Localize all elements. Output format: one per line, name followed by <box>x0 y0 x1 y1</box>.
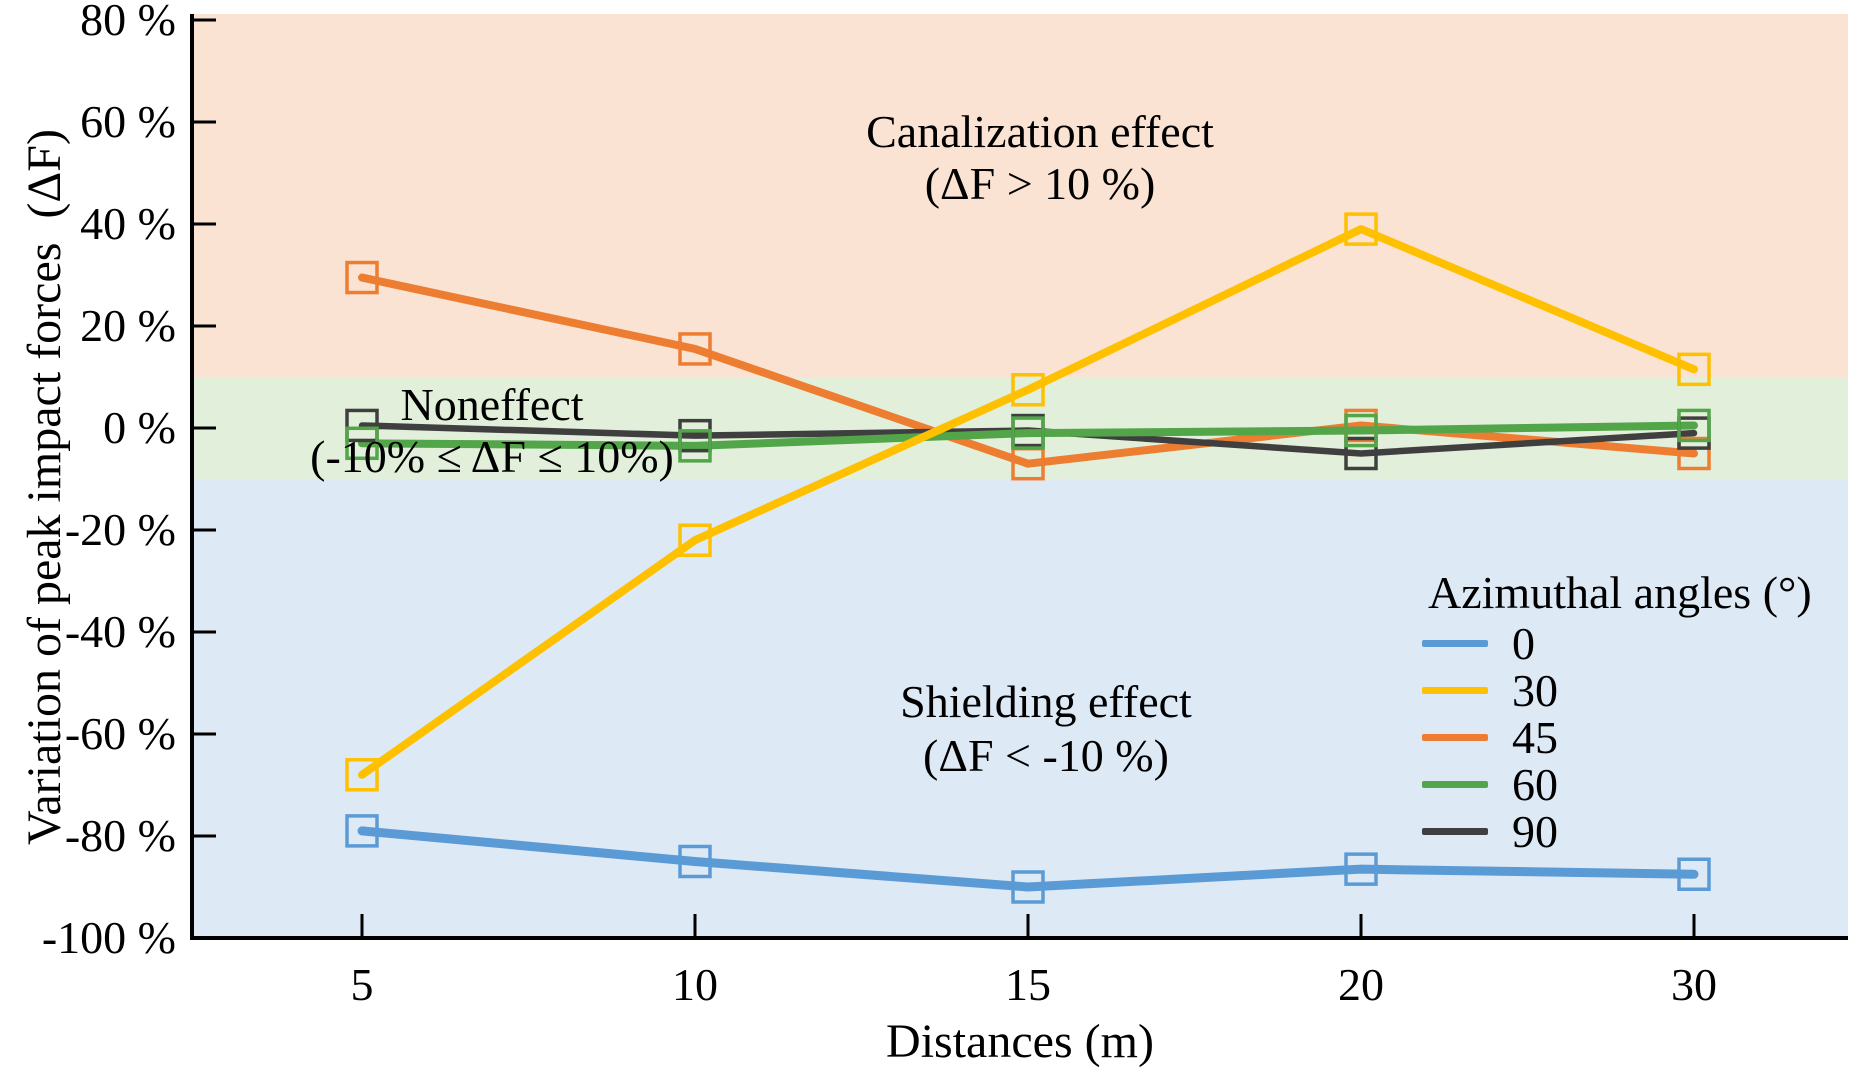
data-point-45deg-x30 <box>1677 436 1711 471</box>
data-point-90deg-x5 <box>345 408 379 443</box>
data-point-90deg-x20 <box>1344 436 1378 471</box>
data-point-30deg-x5 <box>345 758 379 792</box>
data-point-30deg-x20 <box>1344 212 1378 246</box>
data-point-30deg-x15 <box>1011 373 1045 407</box>
data-point-30deg-x30 <box>1677 352 1711 387</box>
canalization-band <box>192 14 1848 377</box>
data-point-0deg-x10 <box>678 844 712 879</box>
data-point-0deg-x5 <box>345 814 379 848</box>
data-point-60deg-x30 <box>1677 408 1711 443</box>
data-point-0deg-x20 <box>1344 852 1378 886</box>
series-line-0deg <box>357 826 1699 892</box>
data-point-60deg-x5 <box>345 426 379 461</box>
series-line-45deg <box>358 273 1698 468</box>
data-point-60deg-x10 <box>678 429 712 463</box>
data-point-30deg-x10 <box>678 523 712 557</box>
series-line-30deg <box>358 225 1698 779</box>
shielding-band <box>192 479 1848 938</box>
data-point-60deg-x20 <box>1344 413 1378 448</box>
data-point-45deg-x5 <box>345 260 379 295</box>
data-point-45deg-x10 <box>678 332 712 366</box>
data-point-0deg-x30 <box>1677 857 1711 891</box>
data-point-60deg-x15 <box>1011 416 1045 450</box>
series-line-60deg <box>358 421 1698 450</box>
data-point-0deg-x15 <box>1011 870 1045 904</box>
